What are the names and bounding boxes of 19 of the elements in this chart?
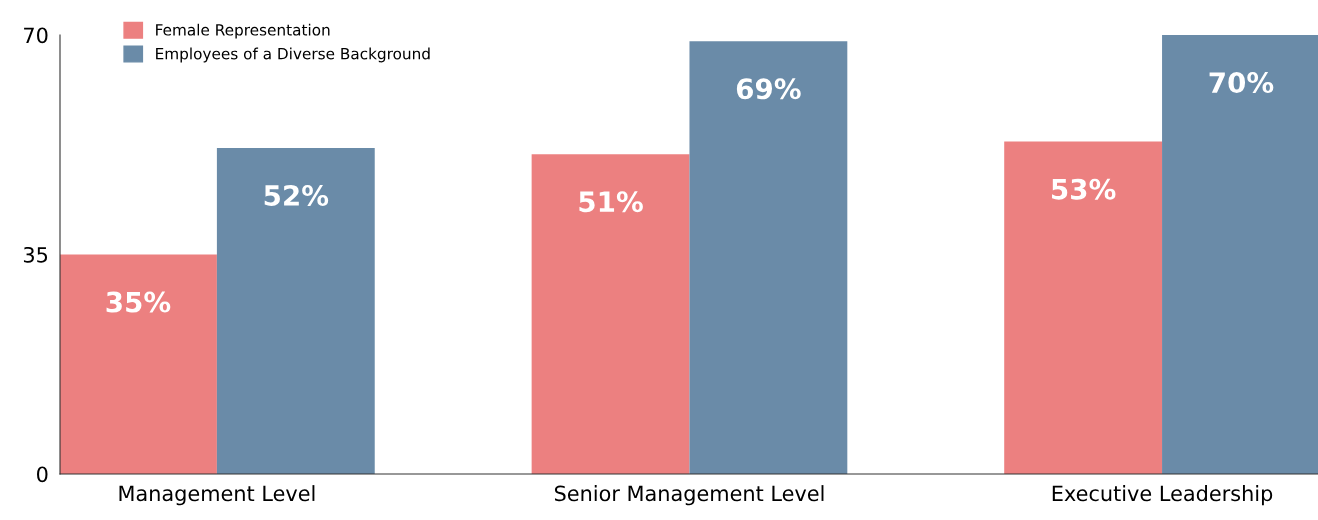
data-label: 35% <box>106 291 171 313</box>
x-tick-label: Senior Management Level <box>554 485 824 506</box>
x-tick-label: Management Level <box>119 485 315 506</box>
legend-label: Employees of a Diverse Background <box>156 47 430 63</box>
data-label: 51% <box>579 191 643 213</box>
data-label: 53% <box>1052 178 1116 200</box>
data-label: 69% <box>736 78 801 100</box>
bar <box>1004 141 1163 474</box>
data-label: 70% <box>1209 72 1274 94</box>
legend-label: Female Representation <box>156 23 330 39</box>
data-label: 52% <box>264 184 329 206</box>
bar <box>60 254 217 474</box>
bar <box>689 41 848 474</box>
y-tick-label: 0 <box>37 466 48 483</box>
bar <box>531 154 690 474</box>
x-tick-label: Executive Leadership <box>1052 485 1273 506</box>
y-tick-label: 35 <box>23 246 48 263</box>
y-tick-label: 70 <box>24 27 48 44</box>
bar <box>216 147 375 474</box>
